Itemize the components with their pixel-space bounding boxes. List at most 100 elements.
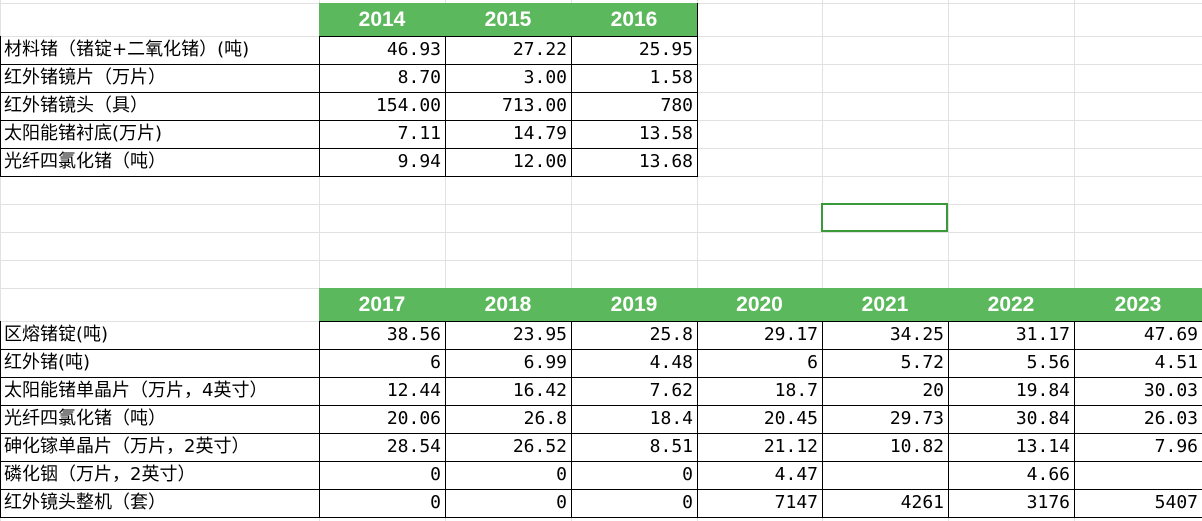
grid-line	[822, 0, 823, 521]
value-cell[interactable]: 20	[822, 377, 949, 406]
value-cell[interactable]: 4.51	[1074, 349, 1202, 378]
header-cell[interactable]: 2016	[571, 3, 698, 37]
value-cell[interactable]: 0	[571, 461, 698, 490]
value-cell[interactable]: 13.14	[948, 433, 1075, 462]
value-cell[interactable]: 0	[319, 461, 446, 490]
value-cell[interactable]: 14.79	[445, 120, 572, 149]
grid-line	[0, 232, 1202, 233]
row-label[interactable]: 红外锗(吨)	[0, 349, 320, 378]
value-cell[interactable]: 26.8	[445, 405, 572, 434]
value-cell[interactable]: 4.66	[948, 461, 1075, 490]
value-cell[interactable]: 9.94	[319, 148, 446, 177]
row-label[interactable]: 红外锗镜头（具）	[0, 92, 320, 121]
value-cell[interactable]: 12.44	[319, 377, 446, 406]
value-cell[interactable]: 12.00	[445, 148, 572, 177]
row-label[interactable]: 太阳能锗衬底(万片)	[0, 120, 320, 149]
row-label[interactable]: 磷化铟（万片，2英寸）	[0, 461, 320, 490]
value-cell[interactable]: 5.56	[948, 349, 1075, 378]
value-cell[interactable]: 713.00	[445, 92, 572, 121]
value-cell[interactable]: 21.12	[697, 433, 823, 462]
row-label[interactable]: 红外镜头整机（套）	[0, 489, 320, 518]
value-cell[interactable]: 13.68	[571, 148, 698, 177]
value-cell[interactable]: 30.84	[948, 405, 1075, 434]
row-label[interactable]: 区熔锗锭(吨)	[0, 321, 320, 350]
row-label[interactable]: 砷化镓单晶片（万片，2英寸）	[0, 433, 320, 462]
value-cell[interactable]: 6	[697, 349, 823, 378]
value-cell[interactable]: 47.69	[1074, 321, 1202, 350]
value-cell[interactable]: 7.11	[319, 120, 446, 149]
value-cell[interactable]: 3.00	[445, 64, 572, 93]
value-cell[interactable]: 5407	[1074, 489, 1202, 518]
value-cell[interactable]: 7.62	[571, 377, 698, 406]
value-cell[interactable]: 27.22	[445, 36, 572, 65]
value-cell[interactable]: 10.82	[822, 433, 949, 462]
header-cell[interactable]: 2017	[319, 288, 446, 322]
value-cell[interactable]: 7.96	[1074, 433, 1202, 462]
value-cell[interactable]: 6.99	[445, 349, 572, 378]
value-cell[interactable]: 7147	[697, 489, 823, 518]
value-cell[interactable]: 0	[571, 489, 698, 518]
row-label[interactable]: 光纤四氯化锗（吨）	[0, 405, 320, 434]
grid-line	[697, 0, 698, 521]
value-cell[interactable]	[1074, 461, 1202, 490]
grid-line	[0, 204, 1202, 205]
value-cell[interactable]: 154.00	[319, 92, 446, 121]
value-cell[interactable]: 5.72	[822, 349, 949, 378]
value-cell[interactable]: 780	[571, 92, 698, 121]
value-cell[interactable]: 20.45	[697, 405, 823, 434]
value-cell[interactable]: 0	[445, 489, 572, 518]
header-cell[interactable]: 2014	[319, 3, 446, 37]
value-cell[interactable]: 3176	[948, 489, 1075, 518]
value-cell[interactable]: 26.52	[445, 433, 572, 462]
grid-line	[0, 260, 1202, 261]
value-cell[interactable]: 31.17	[948, 321, 1075, 350]
header-cell[interactable]: 2018	[445, 288, 572, 322]
table-border	[0, 321, 1, 517]
grid-line	[571, 0, 572, 521]
value-cell[interactable]: 20.06	[319, 405, 446, 434]
header-cell[interactable]: 2022	[948, 288, 1075, 322]
value-cell[interactable]: 8.51	[571, 433, 698, 462]
value-cell[interactable]: 4.47	[697, 461, 823, 490]
value-cell[interactable]: 0	[319, 489, 446, 518]
value-cell[interactable]: 28.54	[319, 433, 446, 462]
table-border	[0, 36, 1, 176]
value-cell[interactable]: 19.84	[948, 377, 1075, 406]
value-cell[interactable]: 25.8	[571, 321, 698, 350]
value-cell[interactable]: 26.03	[1074, 405, 1202, 434]
row-label[interactable]: 红外锗镜片（万片）	[0, 64, 320, 93]
row-label[interactable]: 太阳能锗单晶片（万片，4英寸）	[0, 377, 320, 406]
header-cell[interactable]: 2021	[822, 288, 949, 322]
value-cell[interactable]: 6	[319, 349, 446, 378]
selected-cell[interactable]	[821, 203, 948, 232]
value-cell[interactable]	[822, 461, 949, 490]
header-cell[interactable]: 2019	[571, 288, 698, 322]
value-cell[interactable]: 8.70	[319, 64, 446, 93]
grid-line	[445, 0, 446, 521]
row-label[interactable]: 光纤四氯化锗（吨）	[0, 148, 320, 177]
row-label[interactable]: 材料锗（锗锭+二氧化锗）(吨)	[0, 36, 320, 65]
value-cell[interactable]: 18.7	[697, 377, 823, 406]
value-cell[interactable]: 29.17	[697, 321, 823, 350]
value-cell[interactable]: 23.95	[445, 321, 572, 350]
grid-line	[319, 0, 320, 521]
value-cell[interactable]: 13.58	[571, 120, 698, 149]
value-cell[interactable]: 30.03	[1074, 377, 1202, 406]
header-cell[interactable]: 2020	[697, 288, 823, 322]
value-cell[interactable]: 4261	[822, 489, 949, 518]
header-cell[interactable]: 2023	[1074, 288, 1202, 322]
value-cell[interactable]: 4.48	[571, 349, 698, 378]
grid-line	[948, 0, 949, 521]
value-cell[interactable]: 16.42	[445, 377, 572, 406]
value-cell[interactable]: 34.25	[822, 321, 949, 350]
value-cell[interactable]: 18.4	[571, 405, 698, 434]
value-cell[interactable]: 46.93	[319, 36, 446, 65]
grid-line	[1074, 0, 1075, 521]
header-cell[interactable]: 2015	[445, 3, 572, 37]
value-cell[interactable]: 29.73	[822, 405, 949, 434]
value-cell[interactable]: 1.58	[571, 64, 698, 93]
value-cell[interactable]: 38.56	[319, 321, 446, 350]
value-cell[interactable]: 0	[445, 461, 572, 490]
value-cell[interactable]: 25.95	[571, 36, 698, 65]
grid-line	[0, 0, 1, 521]
